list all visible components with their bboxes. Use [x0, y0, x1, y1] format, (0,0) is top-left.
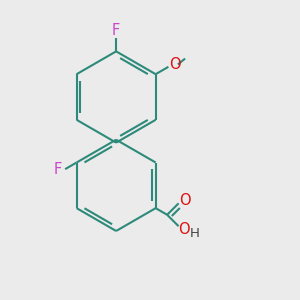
Text: O: O	[169, 57, 181, 72]
Text: O: O	[179, 193, 190, 208]
Text: H: H	[190, 227, 200, 240]
Text: O: O	[178, 222, 190, 237]
Text: F: F	[112, 23, 120, 38]
Text: F: F	[54, 162, 62, 177]
